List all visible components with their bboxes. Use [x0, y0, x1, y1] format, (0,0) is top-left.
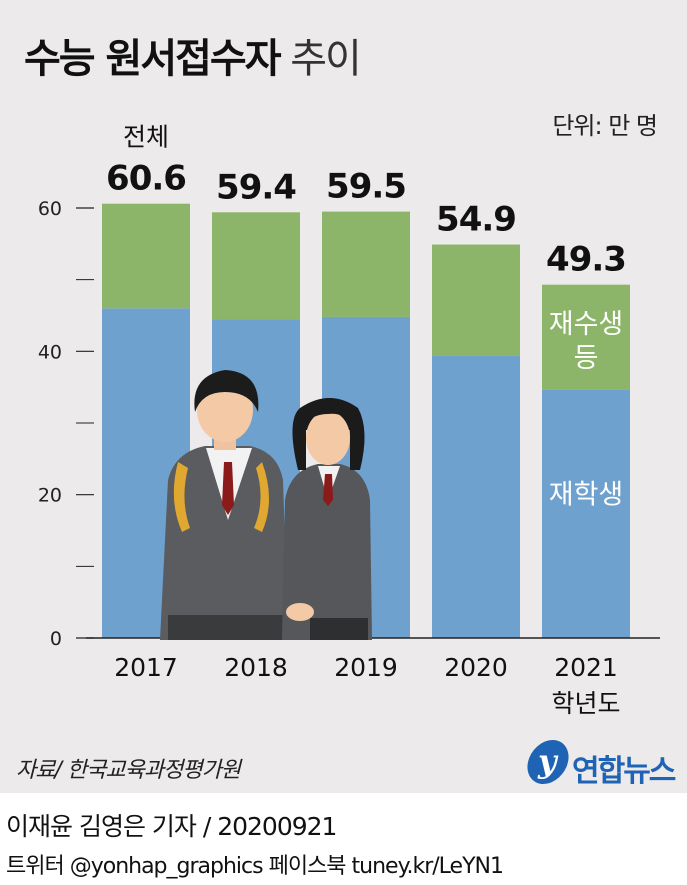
social-links: 트위터 @yonhap_graphics 페이스북 tuney.kr/LeYN1	[6, 854, 504, 879]
x-category-suffix: 학년도	[551, 689, 620, 718]
series-label-repeaters-line1: 재수생	[549, 309, 624, 340]
x-tick-label-2020: 2020	[444, 653, 508, 682]
boy-jacket	[160, 446, 288, 640]
boy-backpack-strap-right	[254, 462, 269, 532]
bar-repeaters-2021	[542, 284, 630, 390]
x-tick-label-2018: 2018	[224, 653, 288, 682]
series-label-repeaters-line2: 등	[574, 343, 599, 374]
total-label-2019: 59.5	[326, 167, 406, 207]
chart-title-main: 수능 원서접수자	[24, 36, 282, 82]
students-illustration	[160, 370, 372, 640]
series-label-students: 재학생	[549, 480, 624, 511]
total-label-2017: 60.6	[106, 159, 186, 199]
source-note: 자료/ 한국교육과정평가원	[16, 758, 241, 783]
bar-students-2020	[432, 355, 520, 638]
bar-repeaters-2019	[322, 211, 410, 317]
girl-hands	[286, 603, 314, 621]
boy-trousers	[168, 615, 288, 640]
x-tick-label-2017: 2017	[114, 653, 178, 682]
total-series-label: 전체	[123, 123, 169, 152]
bar-repeaters-2020	[432, 244, 520, 356]
girl-bangs	[304, 404, 354, 424]
x-tick-label-2019: 2019	[334, 653, 398, 682]
y-tick-label-60: 60	[38, 198, 62, 220]
unit-label: 단위: 만 명	[552, 112, 658, 140]
total-label-2018: 59.4	[216, 167, 296, 207]
bar-students-2021	[542, 389, 630, 638]
total-label-2021: 49.3	[546, 240, 626, 280]
y-tick-label-20: 20	[38, 485, 62, 507]
bar-repeaters-2017	[102, 203, 190, 309]
total-label-2020: 54.9	[436, 200, 516, 240]
stacked-bar-chart: 0 20 40 60 60.6 2017 59.4 2018 59.5 2019 54.9 2020 4…	[38, 123, 660, 718]
bar-repeaters-2018	[212, 212, 300, 320]
girl-jacket	[282, 464, 372, 640]
boy-hair	[194, 370, 259, 412]
yonhap-logo: y 연합뉴스	[523, 740, 678, 789]
yonhap-logo-name: 연합뉴스	[572, 754, 676, 789]
byline: 이재윤 김영은 기자 / 20200921	[6, 812, 337, 841]
chart-title: 수능 원서접수자 추이	[24, 26, 362, 84]
y-tick-label-0: 0	[50, 628, 62, 650]
y-tick-label-40: 40	[38, 341, 62, 363]
girl-tie	[323, 474, 333, 506]
girl-skirt	[310, 618, 368, 640]
yonhap-logo-letter: y	[538, 742, 557, 780]
girl-face	[306, 411, 350, 465]
footer: 이재윤 김영은 기자 / 20200921 트위터 @yonhap_graphi…	[0, 793, 687, 885]
chart-title-sub: 추이	[290, 36, 362, 82]
boy-tie	[222, 462, 234, 515]
boy-backpack-strap-left	[173, 462, 190, 532]
x-tick-label-2021: 2021	[554, 653, 618, 682]
